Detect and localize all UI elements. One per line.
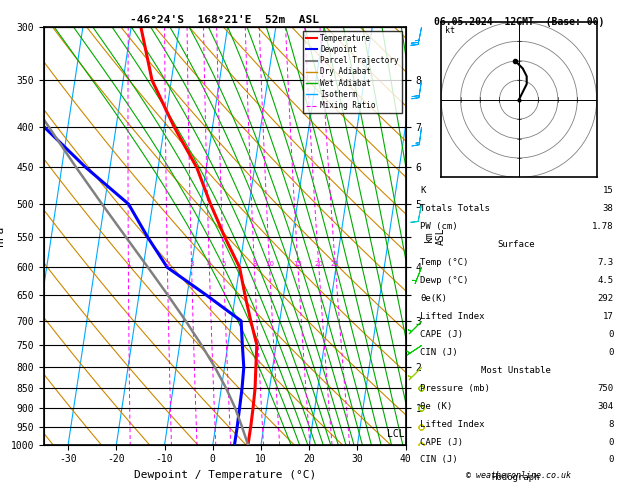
Text: 7.3: 7.3 bbox=[597, 258, 613, 267]
Text: 2: 2 bbox=[165, 261, 170, 267]
Text: θe(K): θe(K) bbox=[420, 294, 447, 303]
Text: kt: kt bbox=[445, 26, 455, 35]
Text: θe (K): θe (K) bbox=[420, 401, 452, 411]
Text: 1.78: 1.78 bbox=[592, 222, 613, 231]
Text: 8: 8 bbox=[252, 261, 257, 267]
Text: 3: 3 bbox=[189, 261, 194, 267]
Y-axis label: hPa: hPa bbox=[0, 226, 5, 246]
Text: 292: 292 bbox=[597, 294, 613, 303]
Text: 06.05.2024  12GMT  (Base: 00): 06.05.2024 12GMT (Base: 00) bbox=[434, 17, 604, 27]
Text: Lifted Index: Lifted Index bbox=[420, 419, 485, 429]
Text: 15: 15 bbox=[294, 261, 303, 267]
X-axis label: Dewpoint / Temperature (°C): Dewpoint / Temperature (°C) bbox=[134, 470, 316, 480]
Text: Lifted Index: Lifted Index bbox=[420, 312, 485, 321]
Text: 20: 20 bbox=[314, 261, 323, 267]
Text: Temp (°C): Temp (°C) bbox=[420, 258, 469, 267]
Text: 304: 304 bbox=[597, 401, 613, 411]
Text: 1: 1 bbox=[126, 261, 131, 267]
Text: 0: 0 bbox=[608, 347, 613, 357]
Text: 25: 25 bbox=[331, 261, 340, 267]
Text: Dewp (°C): Dewp (°C) bbox=[420, 276, 469, 285]
Text: 750: 750 bbox=[597, 383, 613, 393]
Title: -46°24'S  168°21'E  52m  ASL: -46°24'S 168°21'E 52m ASL bbox=[130, 15, 320, 25]
Text: 8: 8 bbox=[608, 419, 613, 429]
Text: Pressure (mb): Pressure (mb) bbox=[420, 383, 490, 393]
Text: 0: 0 bbox=[608, 330, 613, 339]
Text: CIN (J): CIN (J) bbox=[420, 347, 458, 357]
Text: LCL: LCL bbox=[387, 429, 404, 439]
Text: Hodograph: Hodograph bbox=[492, 473, 540, 483]
Legend: Temperature, Dewpoint, Parcel Trajectory, Dry Adiabat, Wet Adiabat, Isotherm, Mi: Temperature, Dewpoint, Parcel Trajectory… bbox=[303, 31, 402, 113]
Text: 15: 15 bbox=[603, 186, 613, 195]
Text: © weatheronline.co.uk: © weatheronline.co.uk bbox=[467, 471, 571, 480]
Text: 0: 0 bbox=[608, 455, 613, 465]
Text: K: K bbox=[420, 186, 426, 195]
Y-axis label: km
ASL: km ASL bbox=[424, 227, 446, 244]
Text: 38: 38 bbox=[603, 204, 613, 213]
Text: CAPE (J): CAPE (J) bbox=[420, 437, 464, 447]
Text: PW (cm): PW (cm) bbox=[420, 222, 458, 231]
Text: CAPE (J): CAPE (J) bbox=[420, 330, 464, 339]
Text: 5: 5 bbox=[221, 261, 226, 267]
Text: 4.5: 4.5 bbox=[597, 276, 613, 285]
Text: CIN (J): CIN (J) bbox=[420, 455, 458, 465]
Text: 17: 17 bbox=[603, 312, 613, 321]
Text: Totals Totals: Totals Totals bbox=[420, 204, 490, 213]
Text: Surface: Surface bbox=[497, 240, 535, 249]
Text: 4: 4 bbox=[207, 261, 211, 267]
Text: Most Unstable: Most Unstable bbox=[481, 365, 551, 375]
Text: 0: 0 bbox=[608, 437, 613, 447]
Text: 10: 10 bbox=[265, 261, 274, 267]
